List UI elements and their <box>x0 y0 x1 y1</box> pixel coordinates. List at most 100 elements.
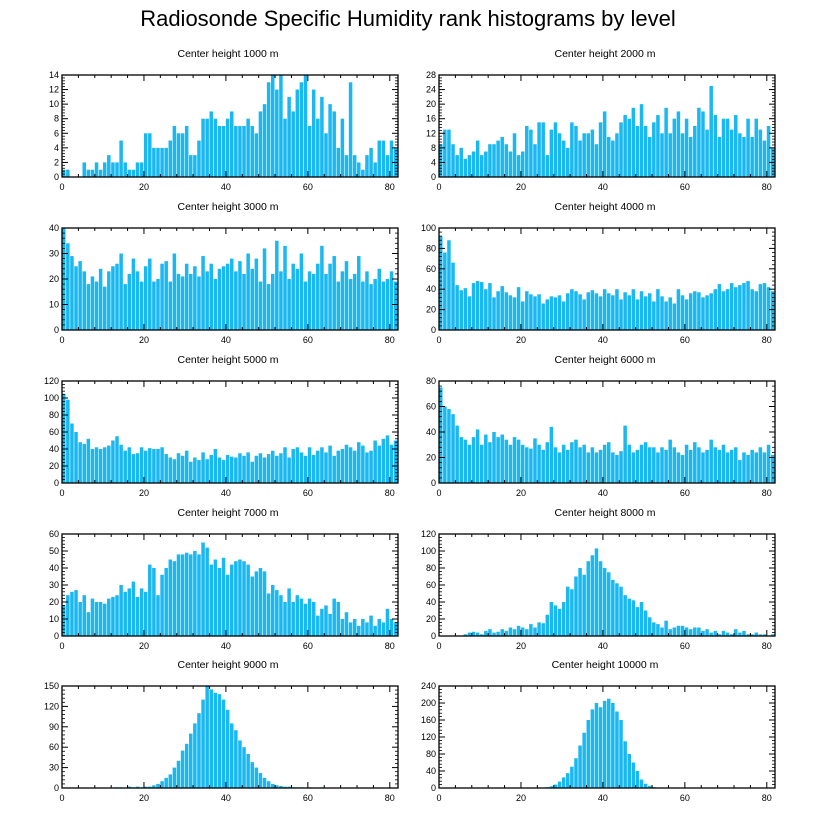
histogram-bar <box>627 754 631 788</box>
histogram-bar <box>496 437 500 483</box>
histogram-bar <box>561 140 566 177</box>
panel-5: Center height 5000 m 0 20 40 60 80 0 20 40 60 80 10… <box>44 354 399 498</box>
histogram-bar <box>570 442 574 483</box>
histogram-bar <box>590 129 595 177</box>
histogram-bar <box>135 162 140 177</box>
histogram-bar <box>139 588 144 636</box>
histogram-bar <box>615 583 619 636</box>
histogram-bar <box>557 608 562 636</box>
x-tick-label: 0 <box>59 641 64 651</box>
histogram-bar <box>172 561 177 636</box>
histogram-bar <box>225 263 230 330</box>
histogram-bar <box>697 107 701 177</box>
histogram-bar <box>94 602 99 636</box>
histogram-bar <box>729 449 734 483</box>
histogram-bar <box>344 612 349 636</box>
histogram-bar <box>647 136 652 177</box>
histogram-bar <box>148 564 152 636</box>
histogram-bar <box>303 281 308 330</box>
histogram-bar <box>180 554 185 636</box>
y-tick-label: 0 <box>431 478 436 488</box>
histogram-bar <box>656 624 660 636</box>
histogram-bar <box>693 627 697 636</box>
histogram-bar <box>762 452 767 483</box>
histogram-bar <box>623 292 627 330</box>
histogram-bar <box>193 723 197 788</box>
histogram-bar <box>62 393 66 483</box>
histogram-bar <box>217 126 222 177</box>
histogram-bar <box>98 449 103 483</box>
histogram-bar <box>254 767 259 788</box>
histogram-bar <box>627 295 631 330</box>
histogram-bar <box>299 253 304 330</box>
histogram-bar <box>508 295 513 330</box>
histogram-bar <box>86 169 91 177</box>
histogram-bar <box>262 571 267 636</box>
histogram-bar <box>127 447 132 483</box>
panel-2: Center height 2000 m 0 20 40 60 80 0 4 8 12 16 20 24… <box>426 48 776 192</box>
plot-frame <box>438 74 776 178</box>
histogram-bar <box>160 263 164 330</box>
histogram-bar <box>594 548 599 636</box>
histogram-bar <box>102 162 107 177</box>
histogram-bar <box>770 634 775 636</box>
histogram-bar <box>676 625 681 636</box>
histogram-bar <box>496 140 500 177</box>
histogram-bar <box>107 271 111 330</box>
histogram-bar <box>184 552 189 636</box>
histogram-bar <box>586 133 591 177</box>
histogram-bar <box>598 561 603 636</box>
histogram-bar <box>758 284 763 330</box>
histogram-bar <box>734 115 738 177</box>
histogram-bar <box>254 133 259 177</box>
histogram-bar <box>70 591 74 636</box>
histogram-bar <box>484 630 488 636</box>
y-tick-label: 100 <box>421 546 436 556</box>
y-tick-label: 200 <box>421 698 436 708</box>
histogram-bar <box>566 147 570 177</box>
x-tick-label: 60 <box>680 182 690 192</box>
histogram-bar <box>123 162 127 177</box>
x-tick-label: 80 <box>385 488 395 498</box>
histogram-bar <box>492 144 496 177</box>
histogram-bar <box>680 625 685 636</box>
histogram-bar <box>463 439 468 483</box>
y-tick-label: 4 <box>431 157 436 167</box>
histogram-bar <box>762 140 767 177</box>
histogram-bar <box>721 291 726 330</box>
histogram-bar <box>336 147 341 177</box>
histogram-bar <box>619 122 623 177</box>
x-tick-label: 20 <box>516 182 526 192</box>
histogram-bar <box>115 263 119 330</box>
x-tick-label: 40 <box>221 335 231 345</box>
histogram-bar <box>553 447 558 483</box>
panel-title: Center height 3000 m <box>178 201 279 213</box>
histogram-bar <box>717 284 722 330</box>
histogram-bar <box>602 289 607 330</box>
histogram-bar <box>631 452 636 483</box>
histogram-bar <box>381 622 386 636</box>
histogram-bar <box>512 437 517 483</box>
histogram-bar <box>123 591 127 636</box>
histogram-bar <box>623 115 627 177</box>
y-tick-label: 2 <box>54 157 59 167</box>
histogram-bar <box>168 559 173 636</box>
histogram-bar <box>328 263 332 330</box>
histogram-bar <box>385 608 390 636</box>
histogram-bar <box>561 301 566 330</box>
histogram-bar <box>152 449 156 483</box>
histogram-bar <box>598 707 603 788</box>
histogram-bar <box>123 284 127 330</box>
histogram-bar <box>439 144 443 177</box>
histogram-bar <box>734 447 738 483</box>
histogram-bar <box>320 447 324 483</box>
histogram-bar <box>582 444 586 483</box>
histogram-bar <box>451 262 455 330</box>
histogram-bar <box>270 273 275 330</box>
histogram-bar <box>639 291 644 330</box>
histogram-bar <box>758 129 763 177</box>
histogram-bar <box>549 296 554 330</box>
histogram-bar <box>520 301 525 330</box>
histogram-bar <box>738 285 742 330</box>
histogram-bar <box>664 449 668 483</box>
